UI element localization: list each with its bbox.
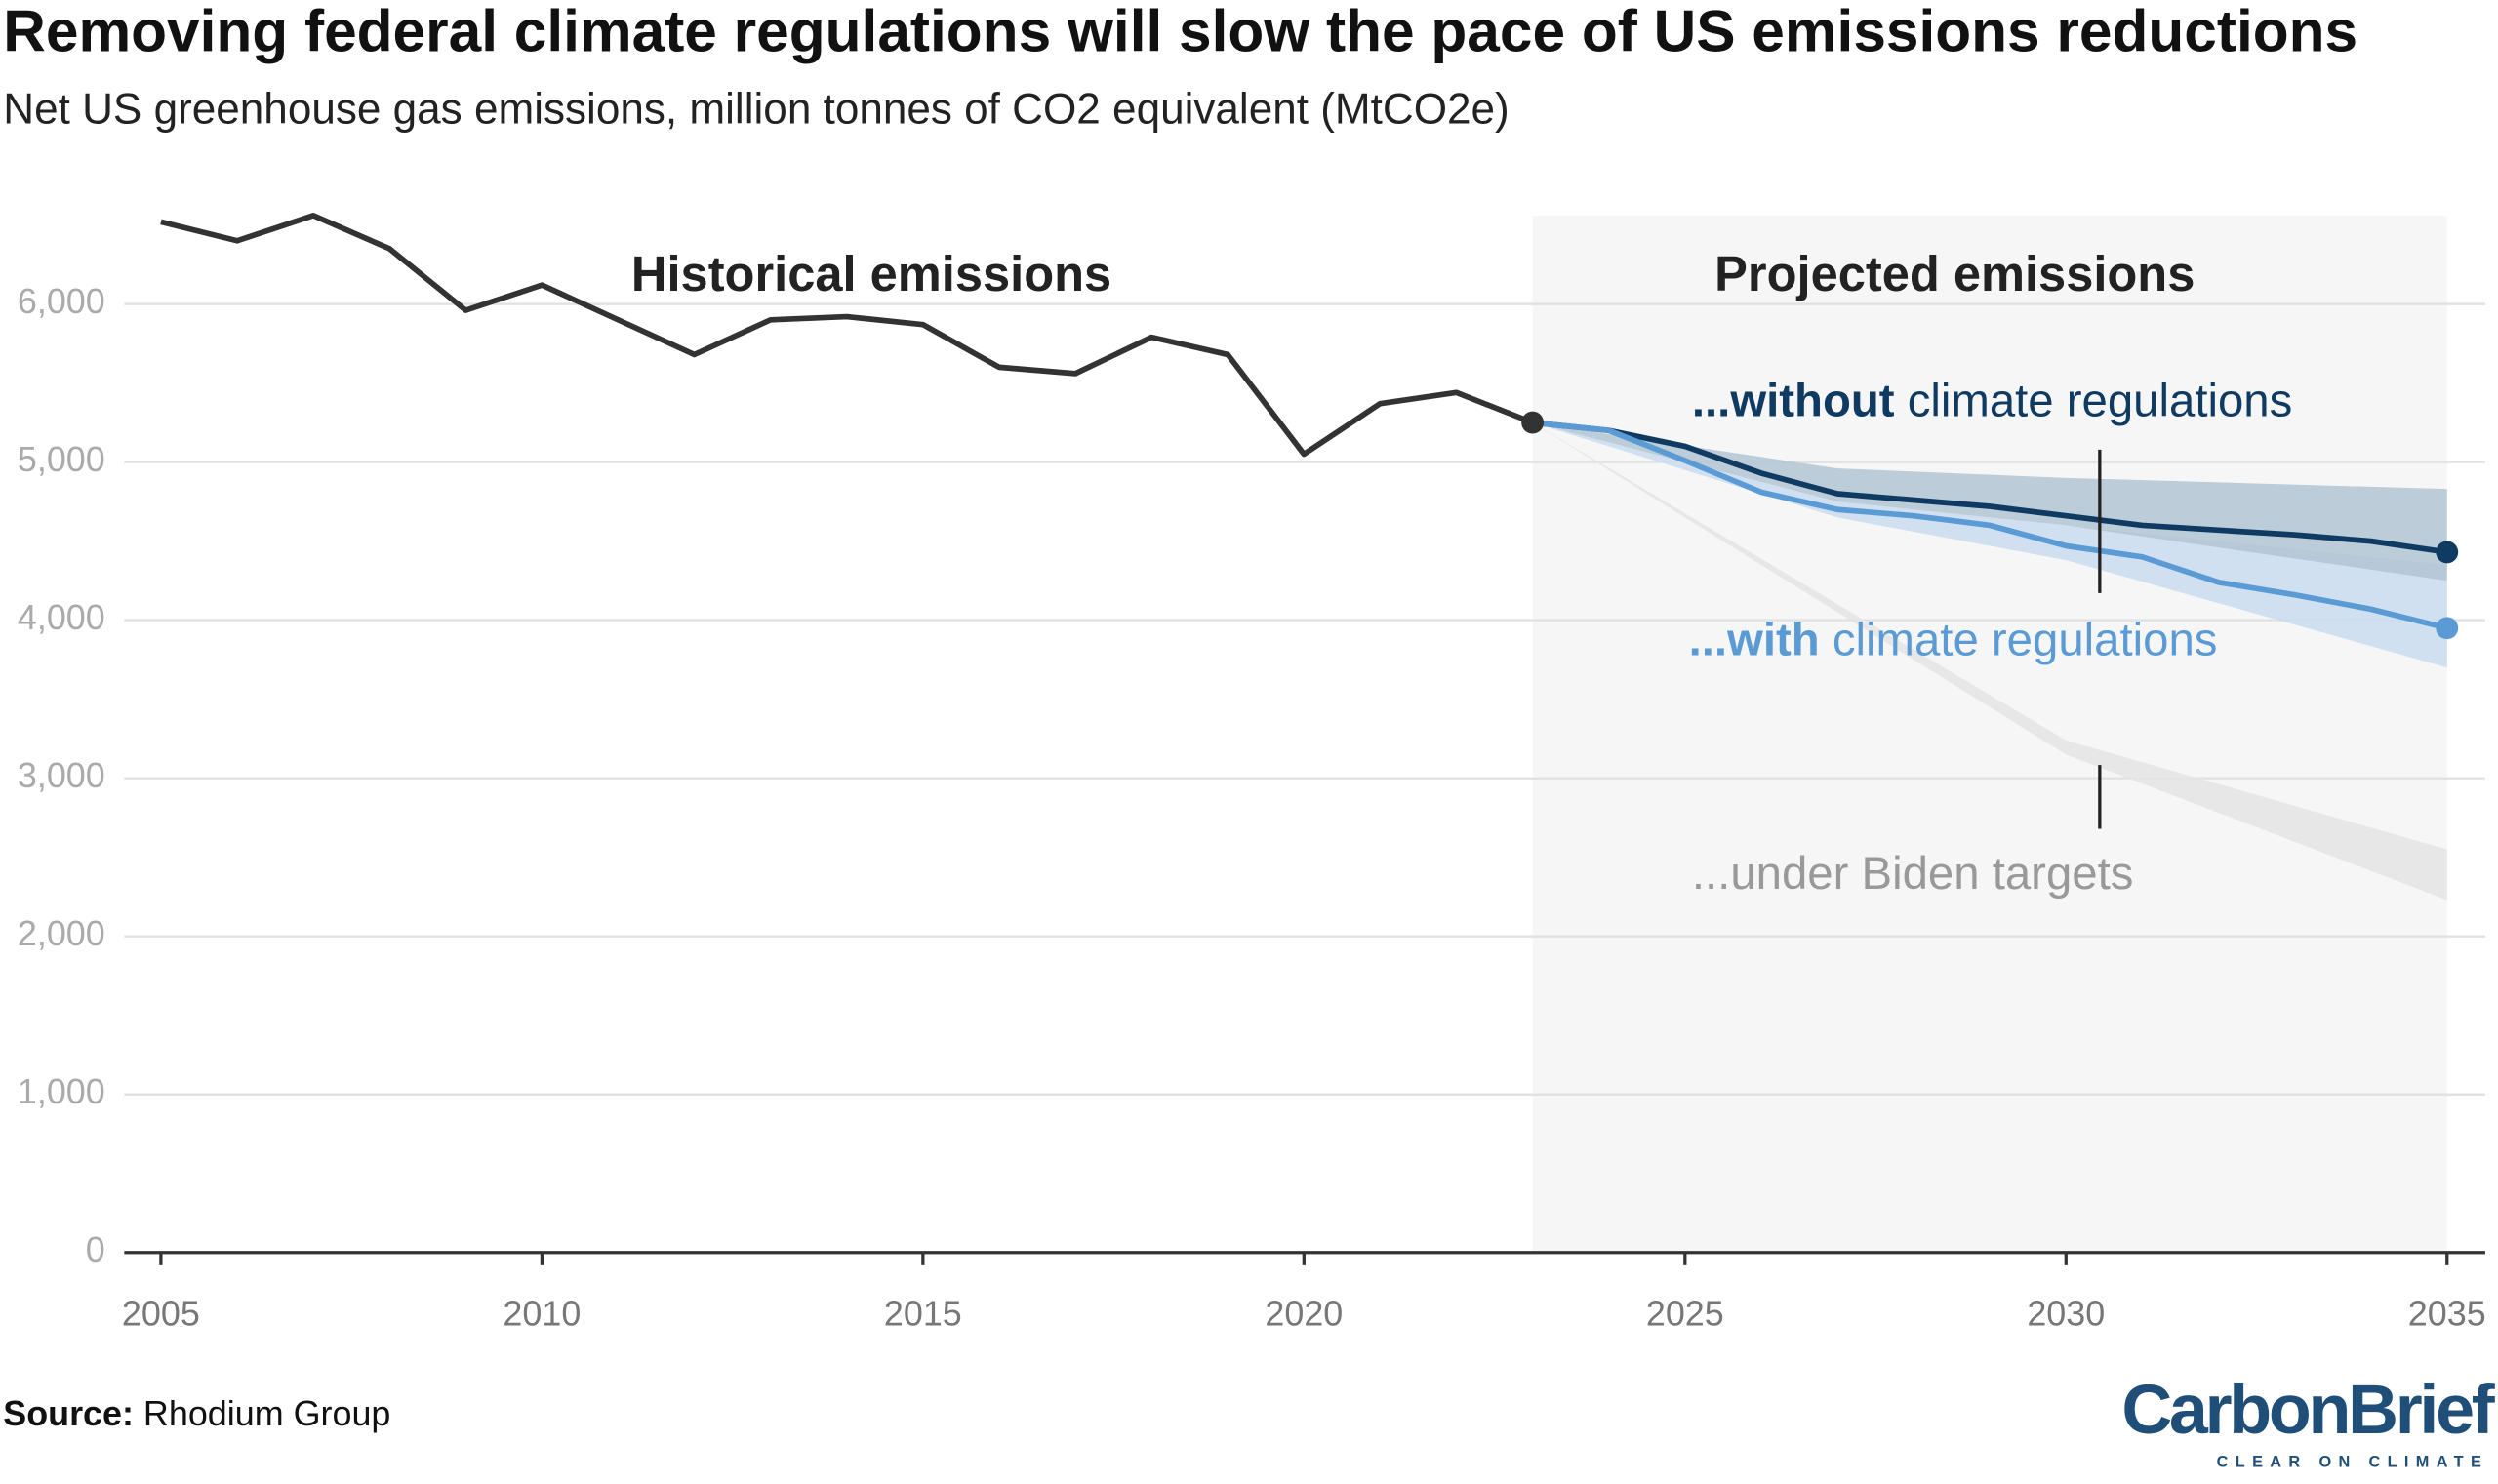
range-band [1532,422,2447,668]
label-text: climate regulations [1833,614,2218,665]
region-label: Historical emissions [631,246,1111,301]
series-line [160,213,1534,458]
y-tick-label: 3,000 [18,755,105,795]
x-tick-label: 2015 [884,1294,962,1334]
x-tick-label: 2030 [2027,1294,2105,1334]
series-label: ...under Biden targets [1692,848,2134,900]
chart-subtitle: Net US greenhouse gas emissions, million… [3,85,1509,133]
series-line [1532,420,2448,555]
x-tick-label: 2010 [503,1294,581,1334]
y-tick-label: 4,000 [18,597,105,637]
label-text: climate regulations [1908,375,2293,426]
range-band [1532,422,2447,901]
source: Source: Rhodium Group [3,1393,390,1433]
chart-title: Removing federal climate regulations wil… [3,0,2357,63]
label-bold: ...without [1692,375,1895,426]
source-bold: Source: [3,1393,134,1433]
logo-tagline: CLEAR ON CLIMATE [2217,1454,2489,1471]
series-line [1532,420,2448,631]
series-label: ...with climate regulations [1689,614,2218,665]
y-tick-label: 6,000 [18,281,105,321]
source-text: Rhodium Group [143,1393,390,1433]
x-tick-label: 2025 [1646,1294,1724,1334]
y-tick-label: 0 [86,1229,105,1269]
range-band [1532,422,2447,582]
end-dot [1521,411,1545,434]
x-tick-label: 2020 [1265,1294,1343,1334]
end-dot [2436,541,2459,564]
logo: CarbonBrief [2121,1371,2495,1449]
label-bold: ...with [1689,614,1820,665]
series-label: ...without climate regulations [1692,375,2292,426]
y-tick-label: 5,000 [18,439,105,479]
x-tick-label: 2005 [122,1294,200,1334]
y-tick-label: 1,000 [18,1071,105,1111]
x-tick-label: 2035 [2408,1294,2486,1334]
projection-shading [1532,215,2447,1253]
y-tick-label: 2,000 [18,913,105,953]
region-label: Projected emissions [1714,246,2195,301]
end-dot [2436,617,2459,640]
